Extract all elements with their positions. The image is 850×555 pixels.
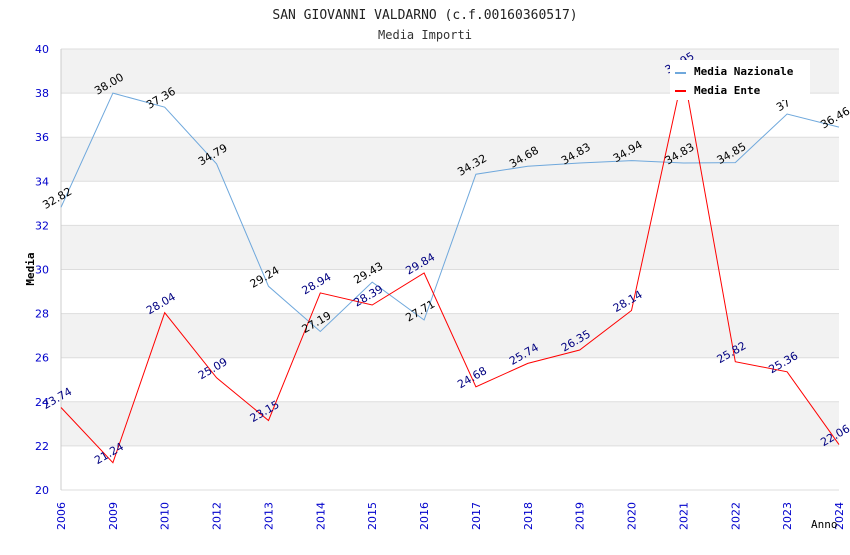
chart-title: SAN GIOVANNI VALDARNO (c.f.00160360517): [272, 8, 577, 23]
series-line-media-ente: [60, 72, 840, 464]
x-tick-label: 2018: [522, 502, 535, 530]
y-tick-label: 20: [35, 484, 49, 497]
grid-band: [61, 401, 839, 446]
x-tick-label: 2023: [781, 502, 794, 530]
grid-band: [61, 313, 839, 358]
grid-bands: [60, 48, 839, 491]
x-tick-label: 2009: [107, 502, 120, 530]
y-tick-label: 26: [35, 352, 49, 365]
x-tick-label: 2016: [418, 502, 431, 530]
y-tick-label: 38: [35, 87, 49, 100]
y-tick-label: 34: [35, 175, 49, 188]
legend: Media Nazionale Media Ente: [670, 60, 810, 100]
y-tick-label: 22: [35, 440, 49, 453]
y-tick-label: 36: [35, 131, 49, 144]
x-tick-label: 2006: [55, 502, 68, 530]
legend-label-media-ente: Media Ente: [694, 84, 761, 97]
y-axis-ticks: 20 22 24 26 28 30 32 34 36 38 40: [35, 43, 49, 497]
grid-band: [61, 93, 839, 138]
x-tick-label: 2010: [159, 502, 172, 530]
chart-subtitle: Media Importi: [378, 28, 472, 42]
x-tick-label: 2024: [833, 502, 846, 530]
y-tick-label: 32: [35, 219, 49, 232]
x-tick-label: 2012: [211, 502, 224, 530]
x-tick-label: 2019: [574, 502, 587, 530]
grid-band: [61, 269, 839, 314]
x-tick-label: 2014: [314, 502, 327, 530]
x-axis-label: Anno: [811, 518, 838, 531]
x-tick-label: 2021: [677, 502, 690, 530]
x-tick-label: 2013: [262, 502, 275, 530]
series-line-media-nazionale: [60, 92, 840, 333]
y-tick-label: 40: [35, 43, 49, 56]
x-tick-label: 2022: [729, 502, 742, 530]
data-label-media-nazionale: 37: [774, 96, 793, 114]
x-axis-ticks: 2006 2009 2010 2012 2013 2014 2015 2016 2017 2018…: [55, 502, 846, 530]
y-tick-label: 28: [35, 308, 49, 321]
legend-box: [670, 60, 810, 100]
series-lines: [60, 72, 840, 464]
grid-band: [61, 181, 839, 226]
x-tick-label: 2020: [626, 502, 639, 530]
y-tick-label: 24: [35, 396, 49, 409]
grid-band: [61, 137, 839, 182]
x-tick-label: 2015: [366, 502, 379, 530]
legend-label-media-nazionale: Media Nazionale: [694, 65, 794, 78]
y-tick-label: 30: [35, 264, 49, 277]
grid-band: [61, 445, 839, 490]
x-tick-label: 2017: [470, 502, 483, 530]
grid-band: [61, 357, 839, 402]
y-axis-label: Media: [24, 252, 37, 285]
